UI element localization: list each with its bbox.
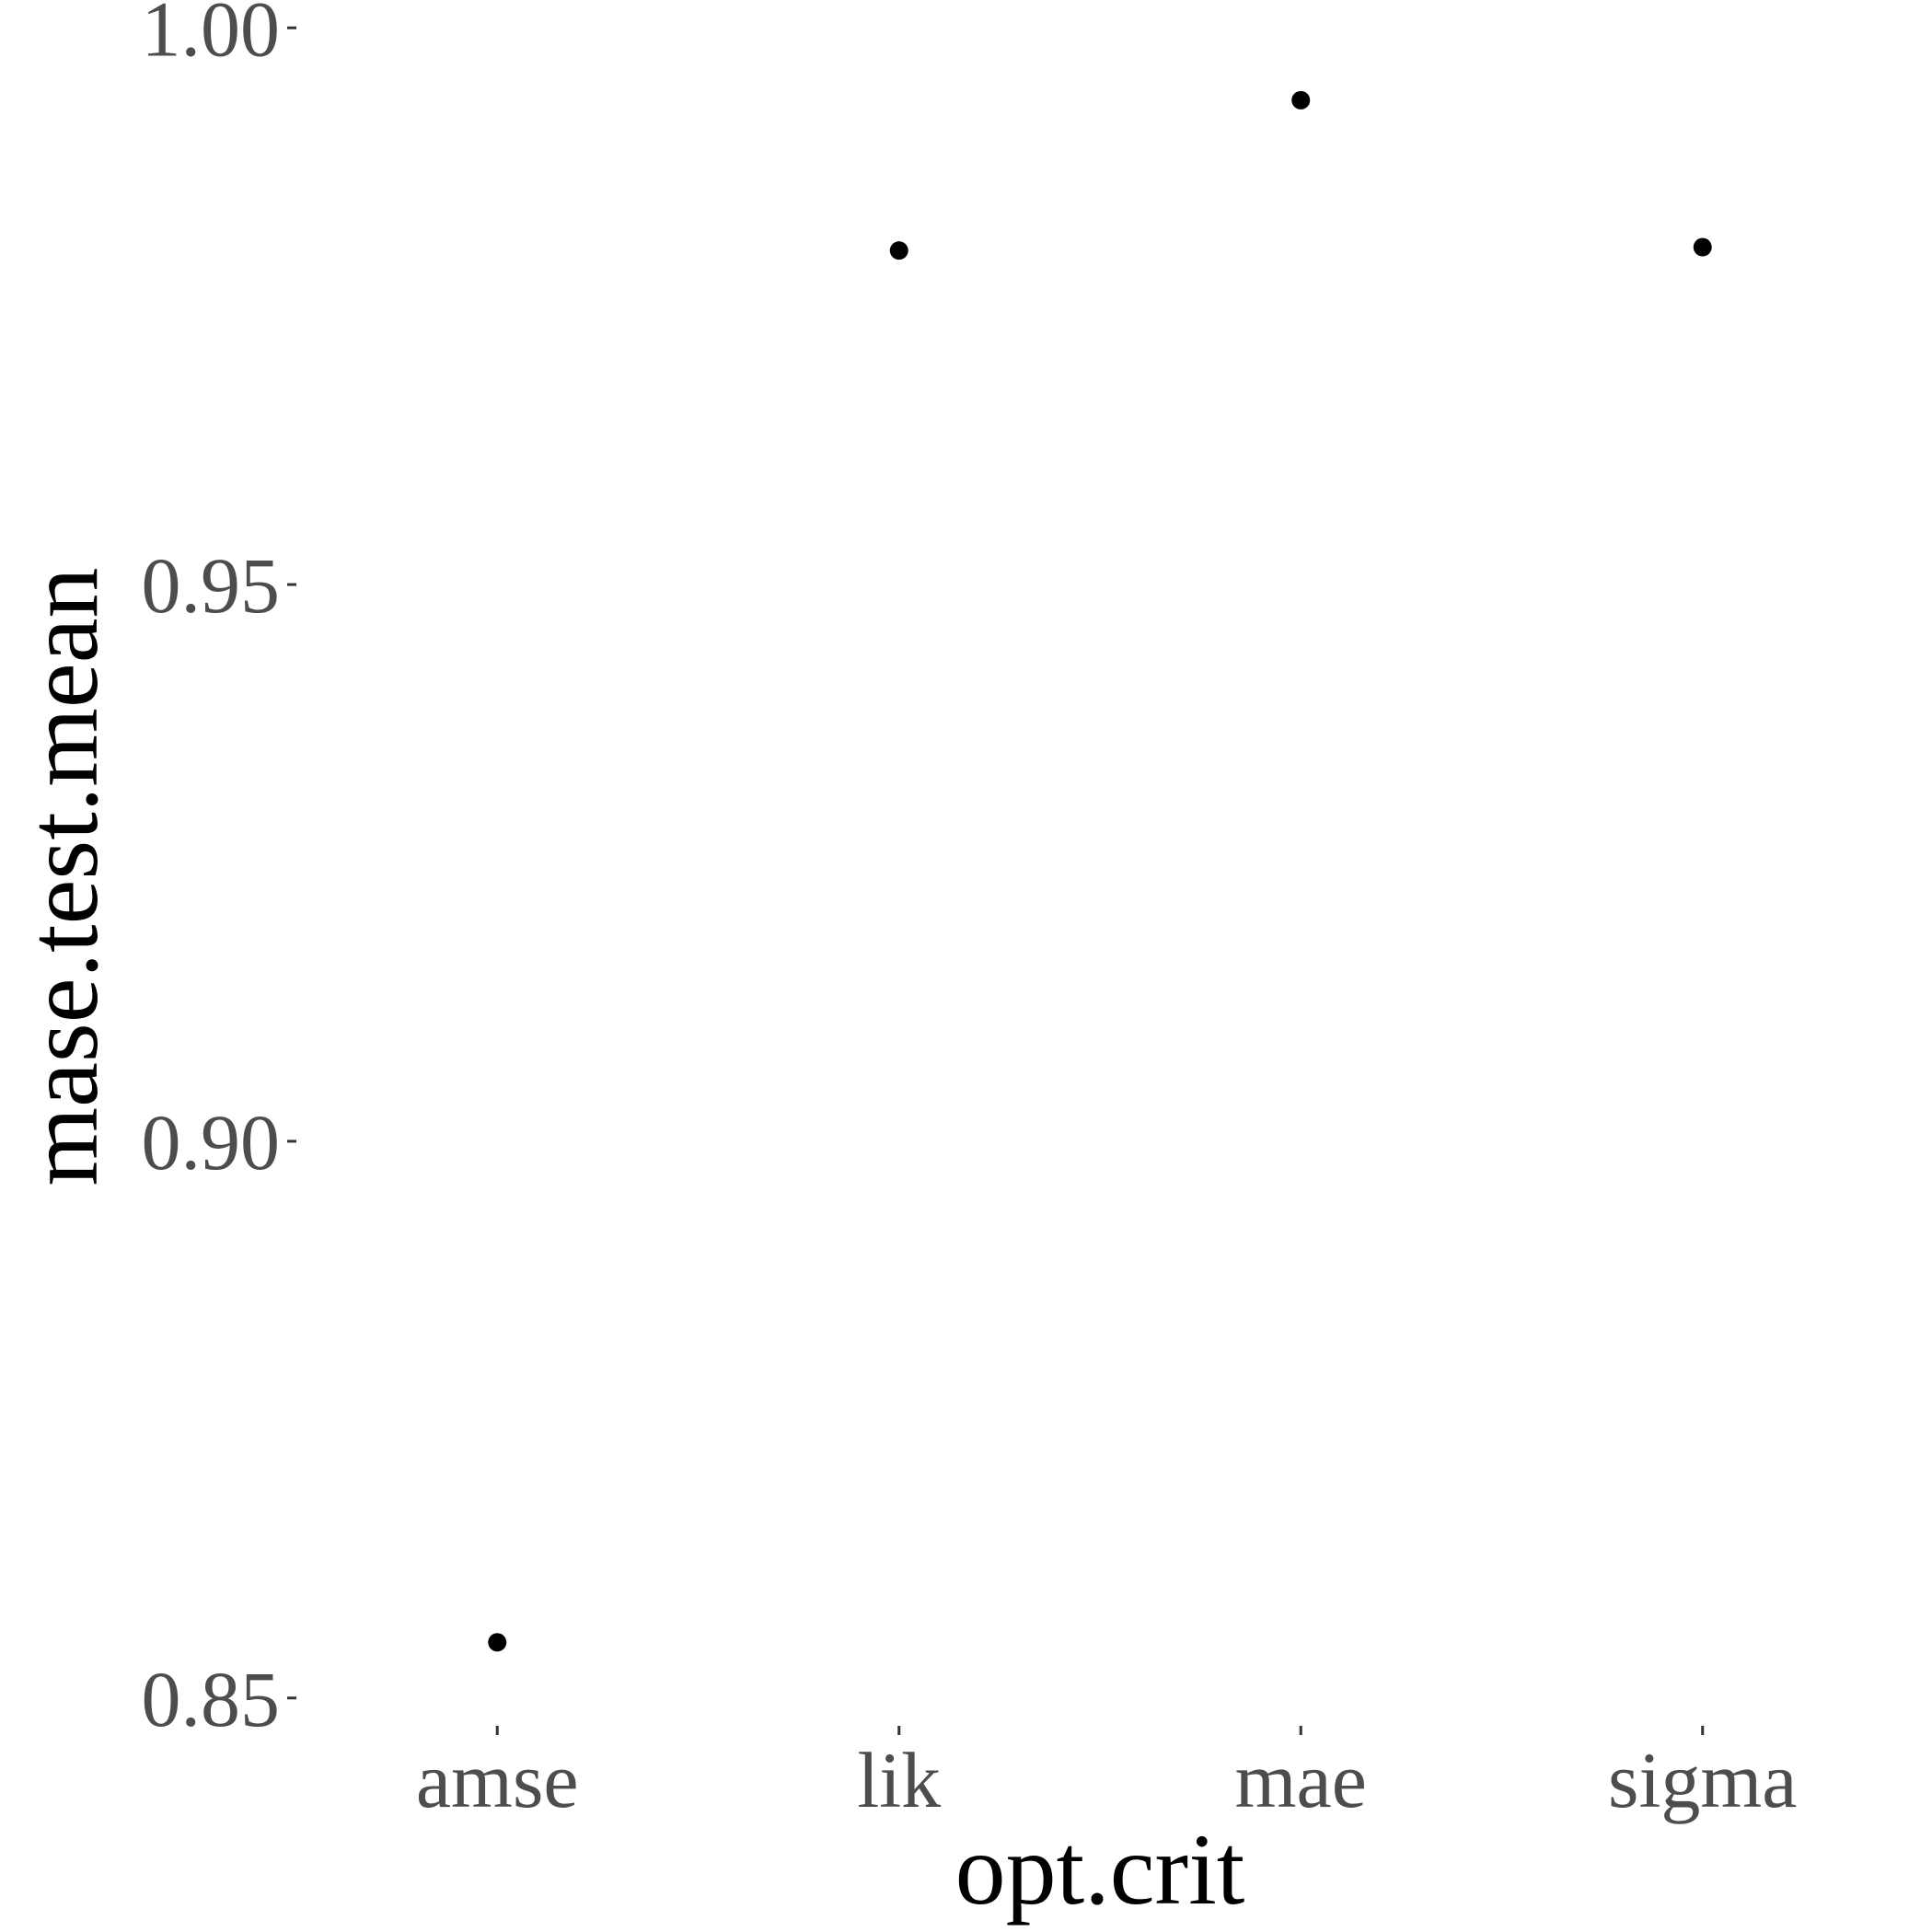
x-tick-label: lik xyxy=(857,1736,941,1824)
y-tick-label: 0.90 xyxy=(142,1098,281,1186)
y-tick-label: 0.85 xyxy=(142,1655,281,1743)
x-tick-label: mae xyxy=(1235,1736,1367,1824)
data-point xyxy=(488,1633,507,1652)
x-axis-title: opt.crit xyxy=(955,1813,1245,1926)
data-points xyxy=(488,90,1712,1652)
data-point xyxy=(1291,90,1311,110)
x-tick-label: amse xyxy=(416,1736,579,1824)
y-tick-label: 1.00 xyxy=(142,0,281,73)
y-axis: 0.85 0.90 0.95 1.00 xyxy=(142,0,296,1743)
y-tick-label: 0.95 xyxy=(142,541,281,630)
data-point xyxy=(1693,237,1712,257)
x-axis: amse lik mae sigma xyxy=(416,1726,1797,1824)
data-point xyxy=(889,241,908,260)
y-axis-title: mase.test.mean xyxy=(6,568,119,1186)
x-tick-label: sigma xyxy=(1608,1736,1797,1824)
